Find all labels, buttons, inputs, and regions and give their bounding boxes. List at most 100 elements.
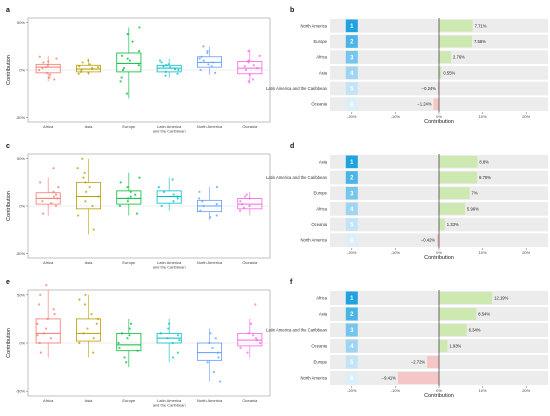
x-tick-label: -10% — [391, 388, 401, 393]
data-point — [239, 200, 242, 203]
value-bar — [439, 203, 465, 215]
x-tick-label: Latin America — [157, 398, 182, 403]
x-tick-label: 20% — [522, 114, 530, 119]
rank-number: 3 — [350, 55, 354, 61]
data-point — [159, 332, 162, 335]
data-point — [239, 346, 242, 349]
data-point — [249, 322, 253, 325]
data-point — [129, 190, 132, 193]
data-point — [119, 80, 122, 83]
data-point — [162, 190, 166, 193]
data-point — [37, 68, 41, 72]
value-bar — [439, 156, 478, 168]
data-point — [123, 356, 126, 359]
panel-a: a 50% 0% -50% Contribution Africa Asia Europe La… — [6, 7, 271, 134]
data-point — [254, 337, 258, 340]
data-point — [259, 341, 262, 345]
data-point — [53, 312, 56, 316]
value-label: 5.96% — [467, 206, 479, 211]
data-point — [172, 200, 175, 203]
data-point — [53, 78, 56, 81]
data-point — [198, 190, 201, 193]
x-tick-label: -20% — [347, 114, 357, 119]
data-point — [258, 54, 261, 57]
rank-number: 2 — [350, 40, 354, 46]
data-point — [252, 334, 255, 337]
x-tick-label: North America — [197, 398, 223, 403]
x-tick-label: Europe — [122, 124, 136, 129]
row-label: Africa — [316, 55, 327, 60]
row-label: Asia — [319, 312, 328, 317]
data-point — [164, 74, 167, 77]
rank-number: 5 — [350, 360, 354, 366]
value-label: 8.54% — [478, 312, 490, 317]
data-point — [211, 61, 214, 64]
value-label: 1.93% — [449, 344, 461, 349]
row-label: Latin America and the Caribbean — [266, 328, 328, 333]
data-point — [168, 322, 171, 325]
data-point — [38, 341, 41, 345]
box — [116, 332, 142, 352]
data-point — [42, 61, 45, 64]
value-label: −9.41% — [382, 376, 397, 381]
data-point — [176, 197, 179, 200]
value-label: 7.56% — [474, 39, 486, 44]
x-tick-label: Africa — [43, 260, 54, 265]
panel-label-d: d — [290, 143, 294, 150]
data-point — [121, 68, 125, 72]
data-point — [131, 40, 134, 43]
data-point — [46, 317, 49, 321]
x-tick-label: 0% — [436, 388, 442, 393]
x-axis-label: Contribution — [424, 255, 454, 261]
value-bar — [439, 20, 473, 32]
value-bar — [439, 218, 445, 231]
y-tick-label: -50% — [16, 389, 26, 394]
data-point — [216, 351, 220, 354]
data-point — [41, 67, 44, 70]
data-point — [52, 167, 55, 170]
data-point — [97, 195, 100, 198]
data-point — [248, 73, 251, 76]
rank-badge — [345, 66, 358, 80]
data-point — [88, 63, 91, 66]
data-point — [244, 68, 248, 72]
data-point — [84, 293, 87, 296]
data-point — [92, 337, 95, 340]
data-point — [202, 204, 205, 208]
x-tick-label: Europe — [122, 398, 136, 403]
data-point — [83, 303, 87, 306]
x-tick-label: 10% — [479, 250, 487, 255]
value-label: 6.34% — [469, 328, 481, 333]
data-point — [214, 71, 217, 74]
row-label: Asia — [319, 70, 328, 75]
data-point — [176, 195, 179, 198]
row-label: North America — [300, 238, 327, 243]
value-bar — [439, 292, 493, 304]
rank-badge — [345, 339, 358, 353]
data-point — [247, 80, 250, 83]
value-bar — [439, 187, 470, 199]
y-tick-label: 50% — [17, 292, 25, 297]
y-axis-label: Contribution — [6, 328, 12, 358]
rank-number: 5 — [350, 87, 354, 93]
data-point — [120, 54, 124, 57]
data-point — [247, 332, 250, 335]
data-point — [138, 176, 141, 179]
data-point — [36, 334, 39, 337]
rank-badge — [345, 155, 358, 169]
data-point — [49, 337, 52, 340]
y-axis-label: Contribution — [6, 55, 12, 85]
rank-number: 2 — [350, 312, 354, 318]
row-label: Africa — [316, 206, 327, 211]
x-tick-label: -10% — [391, 114, 401, 119]
rank-badge — [345, 218, 358, 231]
data-point — [90, 312, 93, 316]
data-point — [50, 202, 53, 205]
box — [116, 52, 142, 73]
data-point — [82, 176, 85, 179]
x-tick-label: Asia — [85, 398, 94, 403]
data-point — [86, 327, 89, 330]
data-point — [52, 190, 55, 193]
data-point — [202, 45, 205, 48]
data-point — [49, 73, 52, 76]
